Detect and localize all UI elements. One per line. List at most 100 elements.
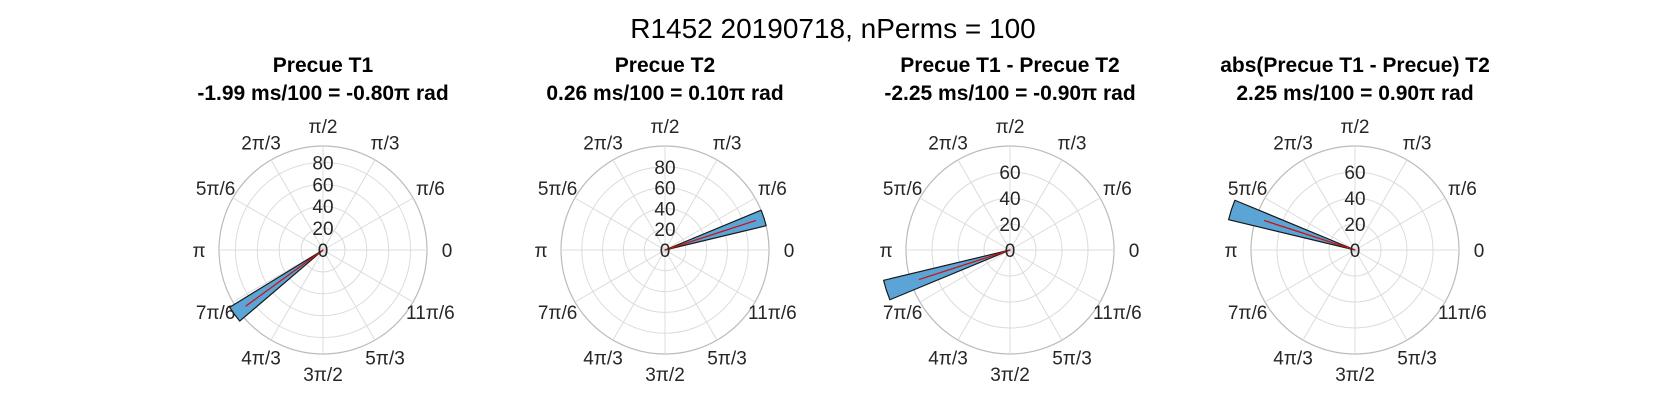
polar-panel-2: Precue T2 0.26 ms/100 = 0.10π rad 0 π/6 π/3 π…: [534, 54, 796, 386]
angle-tick-label: 2π/3: [1273, 134, 1313, 155]
angle-tick-label: 0: [1129, 241, 1140, 262]
angle-tick-label: π/3: [1403, 134, 1432, 155]
radial-tick-label: 0: [1005, 241, 1016, 262]
angle-tick-label: π/2: [309, 117, 338, 138]
grid-spoke: [664, 159, 718, 251]
radial-tick-label: 20: [312, 219, 333, 240]
angle-tick-label: 2π/3: [583, 134, 623, 155]
radial-tick-label: 80: [312, 153, 333, 174]
angle-tick-label: 5π/6: [883, 179, 923, 200]
mean-direction-line: [918, 249, 1011, 281]
angle-tick-label: 2π/3: [241, 134, 281, 155]
angle-tick-label: 5π/3: [1052, 348, 1092, 369]
angle-tick-label: 3π/2: [303, 365, 343, 386]
grid-spoke: [919, 249, 1011, 303]
panel-title: Precue T2: [615, 54, 715, 77]
radial-tick-label: 0: [1350, 241, 1361, 262]
angle-tick-label: 7π/6: [196, 303, 236, 324]
angle-tick-label: 3π/2: [1335, 365, 1375, 386]
angle-tick-label: 11π/6: [748, 303, 797, 324]
grid-spoke: [612, 249, 666, 341]
grid-spoke: [232, 197, 324, 251]
panels: Precue T1 -1.99 ms/100 = -0.80π rad 0 π/6 π/…: [192, 54, 1489, 386]
mean-direction-line: [664, 219, 757, 251]
angle-tick-label: 5π/3: [707, 348, 747, 369]
radial-tick-label: 0: [660, 241, 671, 262]
grid-spoke: [957, 159, 1011, 251]
grid-spoke: [1354, 159, 1408, 251]
angle-tick-label: π/3: [1058, 134, 1087, 155]
grid-spoke: [1009, 159, 1063, 251]
angle-tick-label: 7π/6: [883, 303, 923, 324]
grid-spoke: [322, 159, 376, 251]
mean-direction-line: [1263, 219, 1356, 251]
polar-panel-1: Precue T1 -1.99 ms/100 = -0.80π rad 0 π/6 π/…: [192, 54, 454, 386]
grid-spoke: [1009, 249, 1101, 303]
angle-tick-label: 3π/2: [645, 365, 685, 386]
angle-tick-label: 11π/6: [1438, 303, 1487, 324]
angle-tick-label: 7π/6: [538, 303, 578, 324]
angle-tick-label: 2π/3: [928, 134, 968, 155]
angle-tick-label: π/6: [416, 179, 445, 200]
grid-spoke: [919, 197, 1011, 251]
grid-spoke: [664, 197, 756, 251]
radial-tick-label: 80: [654, 158, 675, 179]
grid-spoke: [1302, 159, 1356, 251]
angle-tick-label: 4π/3: [1273, 348, 1313, 369]
angle-tick-label: 4π/3: [928, 348, 968, 369]
radial-tick-label: 40: [999, 189, 1020, 210]
panel-title: abs(Precue T1 - Precue) T2: [1220, 54, 1490, 77]
radial-tick-label: 0: [318, 241, 329, 262]
grid-spoke: [1264, 197, 1356, 251]
angle-tick-label: π: [534, 241, 547, 262]
grid-spoke: [574, 197, 666, 251]
angle-tick-label: 7π/6: [1228, 303, 1268, 324]
angle-tick-label: π/2: [651, 117, 680, 138]
angle-tick-label: 5π/6: [538, 179, 578, 200]
grid-spoke: [574, 249, 666, 303]
radial-tick-label: 60: [312, 175, 333, 196]
radial-tick-label: 60: [1344, 163, 1365, 184]
angle-tick-label: 0: [1474, 241, 1485, 262]
radial-tick-label: 20: [999, 215, 1020, 236]
angle-tick-label: 5π/6: [196, 179, 236, 200]
angle-tick-label: 3π/2: [990, 365, 1030, 386]
angle-tick-label: π/6: [1103, 179, 1132, 200]
angle-tick-label: π: [1224, 241, 1237, 262]
angle-tick-label: π/6: [1448, 179, 1477, 200]
grid-spoke: [270, 159, 324, 251]
grid-spoke: [270, 249, 324, 341]
angle-tick-label: 4π/3: [583, 348, 623, 369]
grid-spoke: [957, 249, 1011, 341]
grid-spoke: [1354, 249, 1408, 341]
grid-spoke: [664, 249, 718, 341]
angle-tick-label: 11π/6: [1093, 303, 1142, 324]
grid-spoke: [1264, 249, 1356, 303]
angle-tick-label: 4π/3: [241, 348, 281, 369]
radial-tick-label: 20: [1344, 215, 1365, 236]
grid-spoke: [1354, 249, 1446, 303]
grid-spoke: [1009, 249, 1063, 341]
panel-title: Precue T1 - Precue T2: [900, 54, 1119, 77]
grid-spoke: [322, 249, 414, 303]
grid-spoke: [612, 159, 666, 251]
grid-spoke: [1354, 197, 1446, 251]
polar-panel-3: Precue T1 - Precue T2 -2.25 ms/100 = -0.9…: [879, 54, 1141, 386]
angle-tick-label: π/3: [371, 134, 400, 155]
angle-tick-label: π/6: [758, 179, 787, 200]
histogram-bar: [1227, 199, 1356, 251]
grid-spoke: [1009, 197, 1101, 251]
histogram-bar: [229, 249, 324, 322]
angle-tick-label: π: [192, 241, 205, 262]
histogram-bar: [882, 249, 1011, 301]
angle-tick-label: 5π/6: [1228, 179, 1268, 200]
angle-tick-label: 0: [442, 241, 453, 262]
radial-tick-label: 20: [654, 220, 675, 241]
panel-subtitle: 2.25 ms/100 = 0.90π rad: [1236, 82, 1473, 105]
angle-tick-label: 11π/6: [406, 303, 455, 324]
angle-tick-label: 5π/3: [1397, 348, 1437, 369]
angle-tick-label: π/3: [713, 134, 742, 155]
radial-tick-label: 40: [1344, 189, 1365, 210]
radial-tick-label: 40: [312, 197, 333, 218]
